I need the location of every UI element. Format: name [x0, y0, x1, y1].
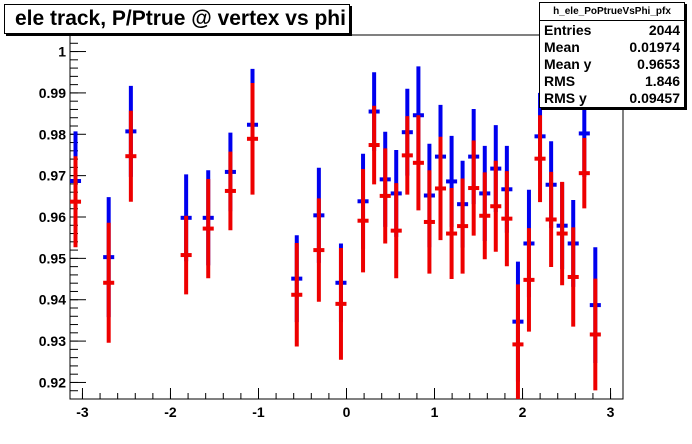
data-point-series-1 [479, 172, 491, 260]
stats-value: 2044 [648, 22, 680, 38]
data-point-series-1 [180, 215, 192, 295]
x-tick-label: 3 [607, 404, 615, 420]
data-point-series-1 [534, 115, 546, 203]
chart-title: ele track, P/Ptrue @ vertex vs phi [15, 7, 346, 30]
y-tick-label: 0.95 [39, 250, 66, 266]
data-point-series-1 [490, 160, 502, 252]
stats-value: 0.01974 [629, 39, 680, 55]
stats-label: Entries [544, 22, 592, 38]
data-point-series-1 [567, 227, 579, 327]
data-point-series-1 [335, 248, 347, 360]
y-tick-label: 0.99 [39, 85, 66, 101]
y-tick-label: 0.92 [39, 374, 66, 390]
data-point-series-1 [291, 243, 303, 347]
stats-label: Mean y [544, 56, 592, 72]
data-point-series-1 [457, 178, 469, 274]
data-point-series-1 [390, 183, 402, 279]
stats-row-rms: RMS 1.846 [544, 73, 680, 90]
stats-label: RMS y [544, 90, 587, 106]
stats-value: 1.846 [644, 73, 680, 89]
data-point-series-1 [224, 151, 236, 231]
x-tick-label: 1 [431, 404, 439, 420]
stats-box: h_ele_PoPtrueVsPhi_pfx Entries 2044 Mean… [539, 2, 685, 108]
data-point-series-1 [202, 178, 214, 279]
data-point-series-1 [246, 82, 259, 195]
data-point-series-1 [556, 181, 568, 286]
stats-value: 0.9653 [637, 56, 680, 72]
stats-row-mean: Mean 0.01974 [544, 39, 680, 56]
x-tick-label: -3 [76, 404, 89, 420]
stats-row-rms-y: RMS y 0.09457 [544, 90, 680, 107]
x-tick-label: 0 [343, 404, 351, 420]
y-tick-label: 1 [58, 44, 66, 60]
stats-histogram-name: h_ele_PoPtrueVsPhi_pfx [540, 3, 684, 21]
x-axis: -3 -2 -1 0 1 2 3 [76, 388, 615, 420]
y-tick-label: 0.93 [39, 333, 66, 349]
data-point-series-1 [434, 136, 447, 241]
x-tick-label: 2 [519, 404, 527, 420]
data-point-series-1 [379, 148, 391, 244]
data-point-series-1 [545, 171, 557, 268]
data-point-series-1 [523, 228, 535, 332]
stats-row-entries: Entries 2044 [544, 22, 680, 39]
data-point-series-1 [125, 110, 137, 202]
data-point-series-1 [589, 278, 601, 391]
data-point-series-1 [368, 105, 380, 185]
chart-title-box: ele track, P/Ptrue @ vertex vs phi [4, 4, 350, 34]
data-point-series-1 [423, 170, 435, 274]
y-axis: 0.92 0.93 0.94 0.95 0.96 0.97 0.98 0.99 1 [39, 34, 86, 400]
y-tick-label: 0.97 [39, 168, 66, 184]
stats-label: RMS [544, 73, 576, 89]
y-tick-label: 0.94 [39, 292, 66, 308]
stats-value: 0.09457 [629, 90, 680, 106]
data-point-series-1 [412, 115, 424, 211]
stats-row-mean-y: Mean y 0.9653 [544, 56, 680, 73]
data-point-series-1 [401, 116, 413, 195]
stats-label: Mean [544, 39, 580, 55]
data-point-series-1 [446, 188, 458, 280]
data-points [69, 66, 601, 399]
y-tick-label: 0.98 [39, 126, 66, 142]
data-point-series-1 [357, 169, 369, 273]
x-tick-label: -1 [252, 404, 265, 420]
data-point-series-1 [578, 137, 590, 209]
data-point-series-1 [313, 198, 325, 302]
data-point-series-1 [512, 284, 524, 399]
data-point-series-1 [103, 222, 115, 343]
data-point-series-1 [468, 140, 480, 236]
data-point-series-1 [501, 171, 513, 267]
y-tick-label: 0.96 [39, 209, 66, 225]
x-tick-label: -2 [164, 404, 177, 420]
data-point-series-1 [69, 156, 82, 248]
